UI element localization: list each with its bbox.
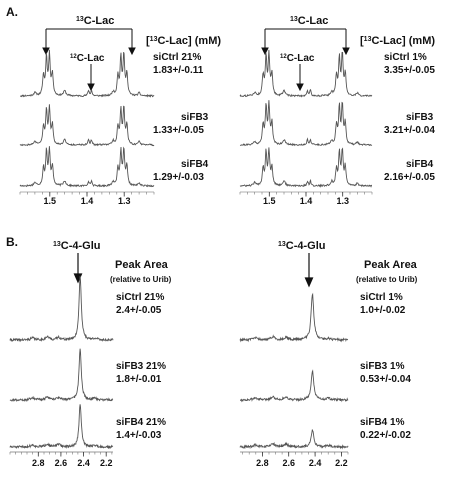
spectrum-trace-sictrl-21 (20, 49, 155, 98)
x-tick-label: 2.4 (309, 458, 322, 468)
spectrum-trace-sictrl-1 (239, 292, 349, 343)
glu-label: 13C-4-Glu (278, 240, 326, 252)
panel-a-left: A. 13C-Lac 12C-Lac [13C-Lac] (mM) siCtrl… (6, 5, 221, 206)
series-name-sifb3-21: siFB3 21% (116, 361, 166, 372)
x-tick-label: 2.6 (282, 458, 295, 468)
spectrum-trace-sifb4-1 (239, 429, 349, 450)
series-value-sifb4-21: 1.29+/-0.03 (153, 172, 204, 183)
x-axis-ticks (239, 192, 373, 197)
lac13-bracket (42, 28, 136, 56)
x-tick-label: 2.4 (77, 458, 90, 468)
series-value-sictrl-1: 1.0+/-0.02 (360, 305, 406, 316)
x-tick-label: 2.8 (256, 458, 269, 468)
series-name-sifb4-1: siFB4 (406, 159, 434, 170)
spectrum-trace-sifb4-21 (19, 146, 155, 188)
spectrum-trace-sifb3-21 (19, 104, 155, 147)
series-name-sifb3-21: siFB3 (181, 112, 209, 123)
spectrum-trace-sictrl-1 (239, 49, 373, 98)
series-value-sictrl-1: 3.35+/-0.05 (384, 65, 435, 76)
x-axis-ticks (242, 452, 349, 457)
series-value-sifb3-21: 1.33+/-0.05 (153, 125, 204, 136)
glu-arrow (304, 253, 314, 288)
x-tick-label: 2.8 (32, 458, 45, 468)
series-value-sictrl-21: 1.83+/-0.11 (153, 65, 204, 76)
x-tick-label: 1.4 (81, 196, 94, 206)
series-name-sifb4-21: siFB4 21% (116, 417, 166, 428)
x-axis-ticks (9, 452, 113, 457)
series-name-sifb3-1: siFB3 1% (360, 361, 405, 372)
glu-label: 13C-4-Glu (53, 240, 101, 252)
lac12-arrow (87, 64, 95, 92)
panel-b-label: B. (6, 235, 18, 249)
spectrum-trace-sifb3-21 (9, 348, 114, 403)
lac12-arrow (296, 64, 304, 92)
panel-a-label: A. (6, 5, 18, 19)
series-name-sictrl-21: siCtrl 21% (116, 292, 164, 303)
lac-header: [13C-Lac] (mM) (146, 35, 221, 47)
x-tick-label: 1.3 (336, 196, 349, 206)
series-name-sictrl-1: siCtrl 1% (360, 292, 403, 303)
series-value-sifb3-1: 3.21+/-0.04 (384, 125, 435, 136)
x-tick-label: 1.3 (118, 196, 131, 206)
peak-area-subheader: (relative to Urib) (110, 275, 172, 284)
series-name-sictrl-1: siCtrl 1% (384, 52, 427, 63)
lac13-label: 13C-Lac (76, 15, 114, 27)
series-value-sifb4-1: 2.16+/-0.05 (384, 172, 435, 183)
spectrum-trace-sifb4-1 (239, 147, 372, 188)
peak-area-header: Peak Area (115, 259, 169, 271)
spectrum-trace-sifb3-1 (239, 100, 373, 147)
x-tick-label: 1.5 (44, 196, 57, 206)
panel-b-left: B. 13C-4-Glu Peak Area (relative to Urib… (6, 235, 172, 468)
peak-area-subheader: (relative to Urib) (356, 275, 418, 284)
lac-header: [13C-Lac] (mM) (360, 35, 435, 47)
series-value-sifb3-1: 0.53+/-0.04 (360, 374, 411, 385)
lac12-label: 12C-Lac (280, 53, 315, 64)
series-value-sictrl-21: 2.4+/-0.05 (116, 305, 162, 316)
peak-area-header: Peak Area (364, 259, 418, 271)
panel-a-right: 13C-Lac 12C-Lac [13C-Lac] (mM) siCtrl 1%… (239, 15, 435, 206)
spectrum-trace-sifb3-1 (240, 369, 349, 403)
series-name-sifb4-21: siFB4 (181, 159, 209, 170)
series-value-sifb3-21: 1.8+/-0.01 (116, 374, 162, 385)
lac13-bracket (261, 28, 350, 56)
panel-b-right: 13C-4-Glu Peak Area (relative to Urib) s… (239, 240, 418, 468)
spectrum-trace-sictrl-21 (9, 275, 114, 343)
x-axis-ticks (19, 192, 155, 197)
x-tick-label: 2.6 (55, 458, 68, 468)
series-name-sifb4-1: siFB4 1% (360, 417, 405, 428)
lac13-label: 13C-Lac (290, 15, 328, 27)
x-tick-label: 1.4 (300, 196, 313, 206)
lac12-label: 12C-Lac (70, 53, 105, 64)
series-name-sifb3-1: siFB3 (406, 112, 434, 123)
series-value-sifb4-21: 1.4+/-0.03 (116, 430, 162, 441)
spectrum-trace-sifb4-21 (9, 404, 114, 450)
x-tick-label: 2.2 (335, 458, 348, 468)
x-tick-label: 1.5 (263, 196, 276, 206)
series-value-sifb4-1: 0.22+/-0.02 (360, 430, 411, 441)
x-tick-label: 2.2 (100, 458, 113, 468)
series-name-sictrl-21: siCtrl 21% (153, 52, 201, 63)
